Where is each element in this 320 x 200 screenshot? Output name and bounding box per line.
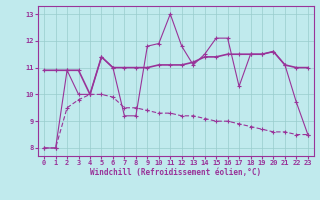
X-axis label: Windchill (Refroidissement éolien,°C): Windchill (Refroidissement éolien,°C)	[91, 168, 261, 177]
